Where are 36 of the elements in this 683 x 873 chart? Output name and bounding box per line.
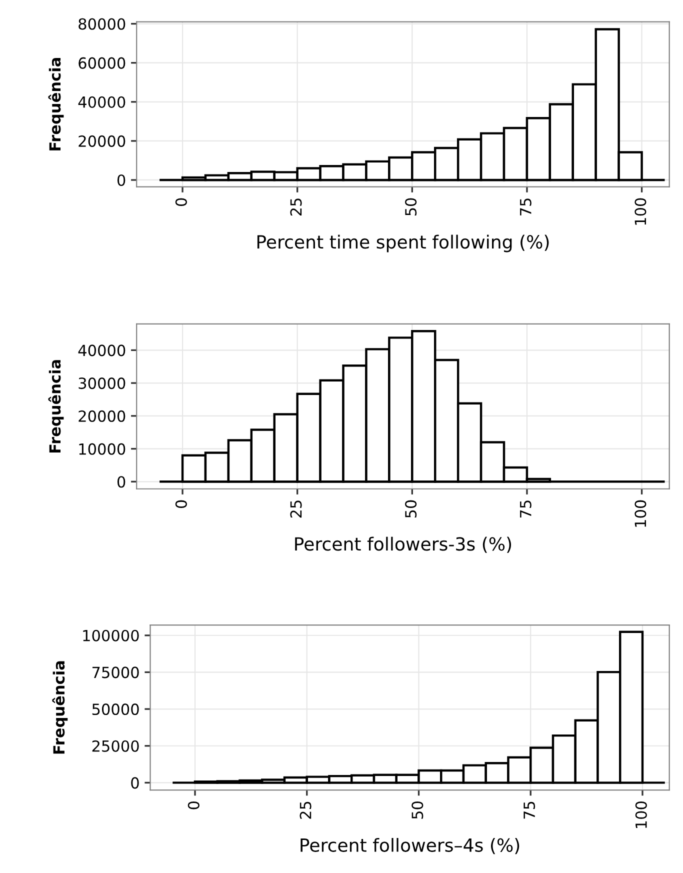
y-tick-label: 10000 bbox=[79, 443, 126, 455]
x-tick-label: 0 bbox=[188, 801, 200, 810]
y-tick-label: 25000 bbox=[92, 740, 139, 752]
x-tick-label: 100 bbox=[634, 500, 646, 527]
y-tick-label: 20000 bbox=[78, 410, 126, 422]
x-tick-label: 100 bbox=[635, 801, 647, 828]
y-axis-title: Frequência bbox=[48, 58, 64, 150]
x-tick-label: 25 bbox=[290, 198, 302, 216]
y-tick-label: 60000 bbox=[78, 57, 126, 69]
x-tick-label: 0 bbox=[175, 198, 187, 206]
x-tick-label: 25 bbox=[290, 500, 302, 518]
y-tick-label: 75000 bbox=[92, 666, 139, 678]
y-tick-label: 100000 bbox=[83, 630, 139, 642]
x-axis-title: Percent time spent following (%) bbox=[257, 234, 549, 252]
x-axis-title: Percent followers–4s (%) bbox=[300, 838, 520, 854]
x-tick-label: 0 bbox=[175, 500, 187, 508]
y-axis-title: Frequência bbox=[48, 360, 64, 452]
y-tick-label: 20000 bbox=[78, 135, 126, 147]
y-tick-label: 40000 bbox=[78, 96, 126, 108]
y-tick-label: 30000 bbox=[78, 378, 126, 390]
x-tick-label: 50 bbox=[412, 801, 424, 819]
y-tick-label: 0 bbox=[131, 777, 139, 789]
y-tick-label: 80000 bbox=[78, 18, 126, 30]
x-tick-label: 75 bbox=[520, 198, 532, 216]
y-tick-label: 0 bbox=[117, 174, 126, 186]
y-axis-title: Frequência bbox=[52, 661, 68, 754]
y-tick-label: 0 bbox=[117, 476, 126, 488]
x-tick-label: 50 bbox=[405, 500, 417, 518]
x-axis-title: Percent followers-3s (%) bbox=[295, 536, 512, 553]
x-tick-label: 100 bbox=[634, 198, 646, 225]
x-tick-label: 75 bbox=[524, 802, 536, 819]
x-tick-label: 25 bbox=[300, 802, 312, 819]
y-tick-label: 50000 bbox=[92, 704, 139, 716]
x-tick-label: 50 bbox=[405, 198, 417, 216]
x-tick-label: 75 bbox=[520, 500, 532, 518]
y-tick-label: 40000 bbox=[78, 344, 126, 356]
